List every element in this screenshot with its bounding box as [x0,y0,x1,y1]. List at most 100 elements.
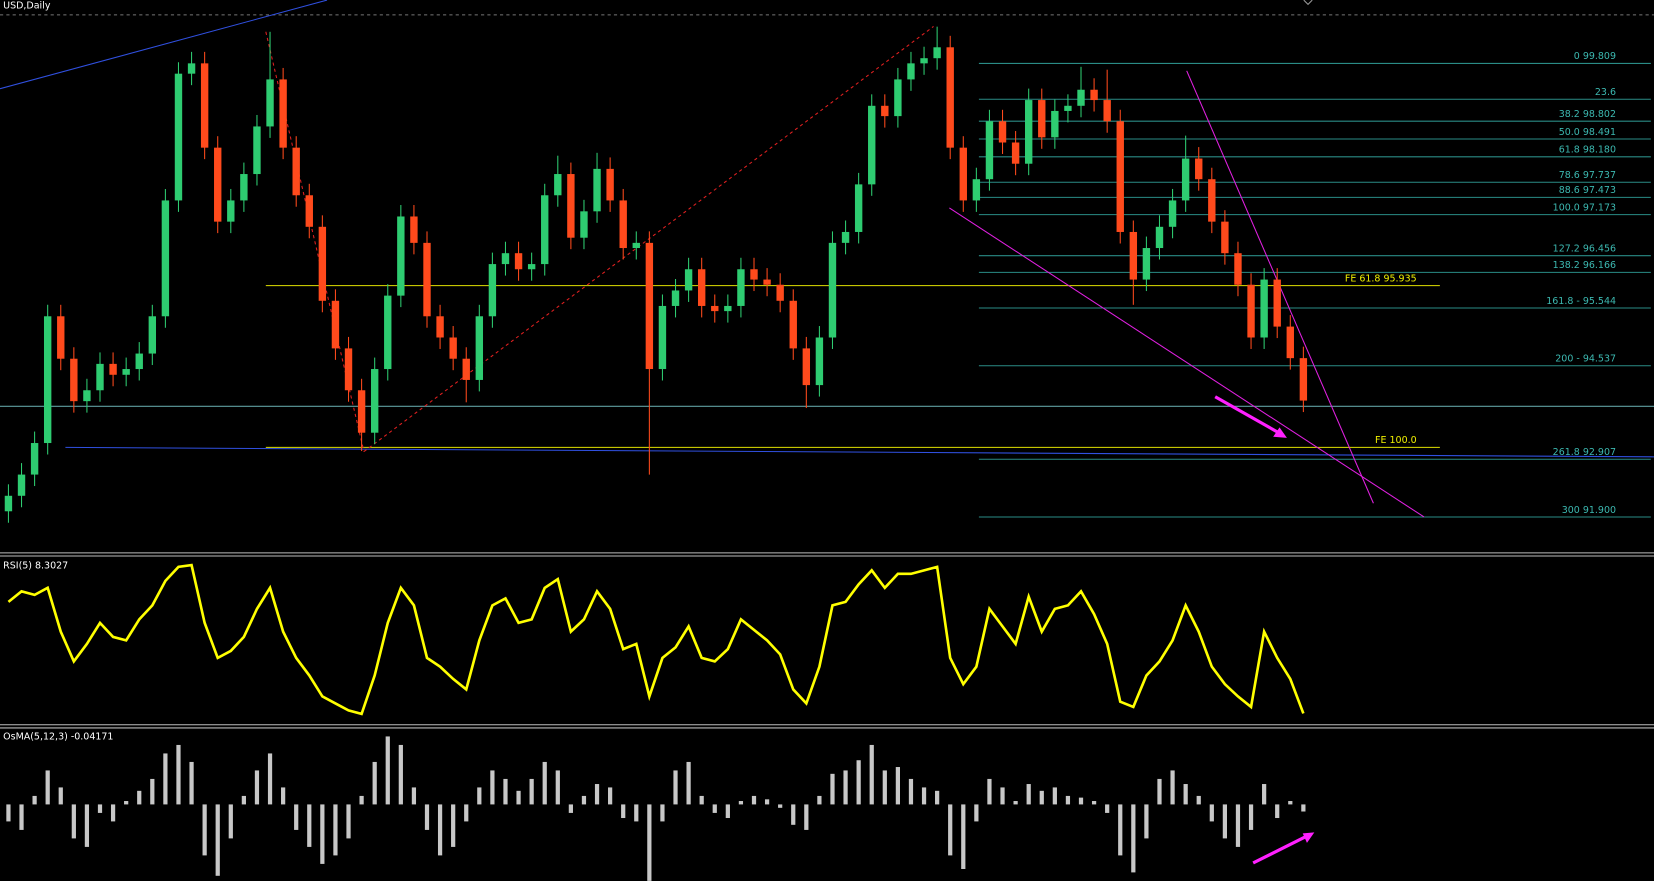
osma-bar [568,804,573,813]
candle-body [161,200,170,317]
fibo-expansion-label: FE 100.0 [1375,435,1417,446]
fibo-level-label: 38.2 98.802 [1559,109,1616,120]
osma-bar [660,804,665,822]
osma-bar [58,787,63,805]
indicator-title: RSI(5) 8.3027 [3,561,68,572]
osma-bar [490,770,495,805]
osma-bar [1222,804,1227,839]
candle-body [881,105,889,117]
osma-bar [1209,804,1214,822]
candle-body [305,195,313,227]
osma-bar [424,804,430,830]
osma-bar [150,778,155,805]
trendline [0,0,328,90]
candle-body [815,337,824,386]
candle-body [1011,142,1020,164]
osma-bar [1301,804,1306,812]
candle-body [841,231,850,243]
fibo-level-label: 50.0 98.491 [1559,127,1616,138]
osma-bar [738,801,744,805]
osma-bar [1052,787,1057,805]
osma-bar [254,770,260,805]
osma-bar [673,770,678,805]
osma-bar [594,784,600,805]
candle-body [1247,284,1255,338]
candle-body [1090,89,1098,101]
candle-body [1155,226,1164,249]
osma-bar [1248,804,1254,830]
candle-body [645,242,654,370]
osma-bar [686,761,691,805]
candle-body [43,316,52,444]
osma-bar [320,804,325,864]
candle-body [1129,231,1138,280]
candle-body [266,79,274,127]
fibo-level-label: 127.2 96.456 [1553,243,1616,254]
osma-bar [267,753,273,805]
osma-bar [699,795,704,805]
fibo-level-label: 300 91.900 [1562,505,1616,516]
osma-bar [581,795,587,805]
osma-bar [791,804,796,825]
osma-bar [817,795,822,805]
osma-bar [1144,804,1149,839]
osma-bar [451,804,456,847]
osma-bar [895,767,900,805]
osma-bar [437,804,443,856]
osma-bar [6,804,11,822]
candle-body [776,284,784,301]
candle-body [370,369,379,433]
osma-bar [1118,804,1123,856]
candle-body [1168,200,1177,227]
chart-title: USD,Daily [3,1,51,12]
candle-body [1024,100,1033,164]
osma-bar [84,804,90,847]
fibo-level-label: 200 - 94.537 [1555,354,1616,365]
candle-body [410,216,418,243]
candle-body [619,200,627,249]
candle-body [868,105,876,185]
osma-bar [398,744,403,805]
osma-bar [464,804,469,822]
candle-body [174,73,183,201]
candle-body [998,121,1007,143]
fibo-level-label: 161.8 - 95.544 [1546,296,1616,307]
arrow [1252,835,1307,865]
osma-bar [869,744,874,805]
arrow-head [1273,427,1287,438]
candle-body [554,174,562,196]
osma-bar [503,778,508,805]
scroll-marker [1303,0,1313,6]
fibo-leg [363,26,934,452]
osma-bar [346,804,351,839]
candle-body [1051,110,1059,138]
candle-body [1208,179,1216,222]
candle-body [122,369,130,375]
candle-body [750,269,758,280]
candle-body [737,269,745,306]
osma-bar [647,804,652,881]
osma-bar [712,804,717,813]
candle-body [606,168,614,201]
candle-body [17,474,26,496]
candle-body [449,337,457,359]
osma-bar [189,761,194,805]
candle-body [1299,358,1308,401]
candle-body [1234,253,1242,285]
osma-bar [1105,804,1110,813]
candle-body [1064,105,1072,111]
candle-body [763,279,771,285]
candle-body [1142,248,1151,280]
osma-bar [1065,795,1071,805]
arrow-head [1302,832,1315,843]
osma-bar [961,804,966,870]
osma-bar [778,804,783,808]
osma-bar [1170,770,1175,805]
candle-body [135,353,143,370]
osma-bar [987,778,992,805]
osma-bar [751,795,757,805]
candle-body [240,174,248,201]
